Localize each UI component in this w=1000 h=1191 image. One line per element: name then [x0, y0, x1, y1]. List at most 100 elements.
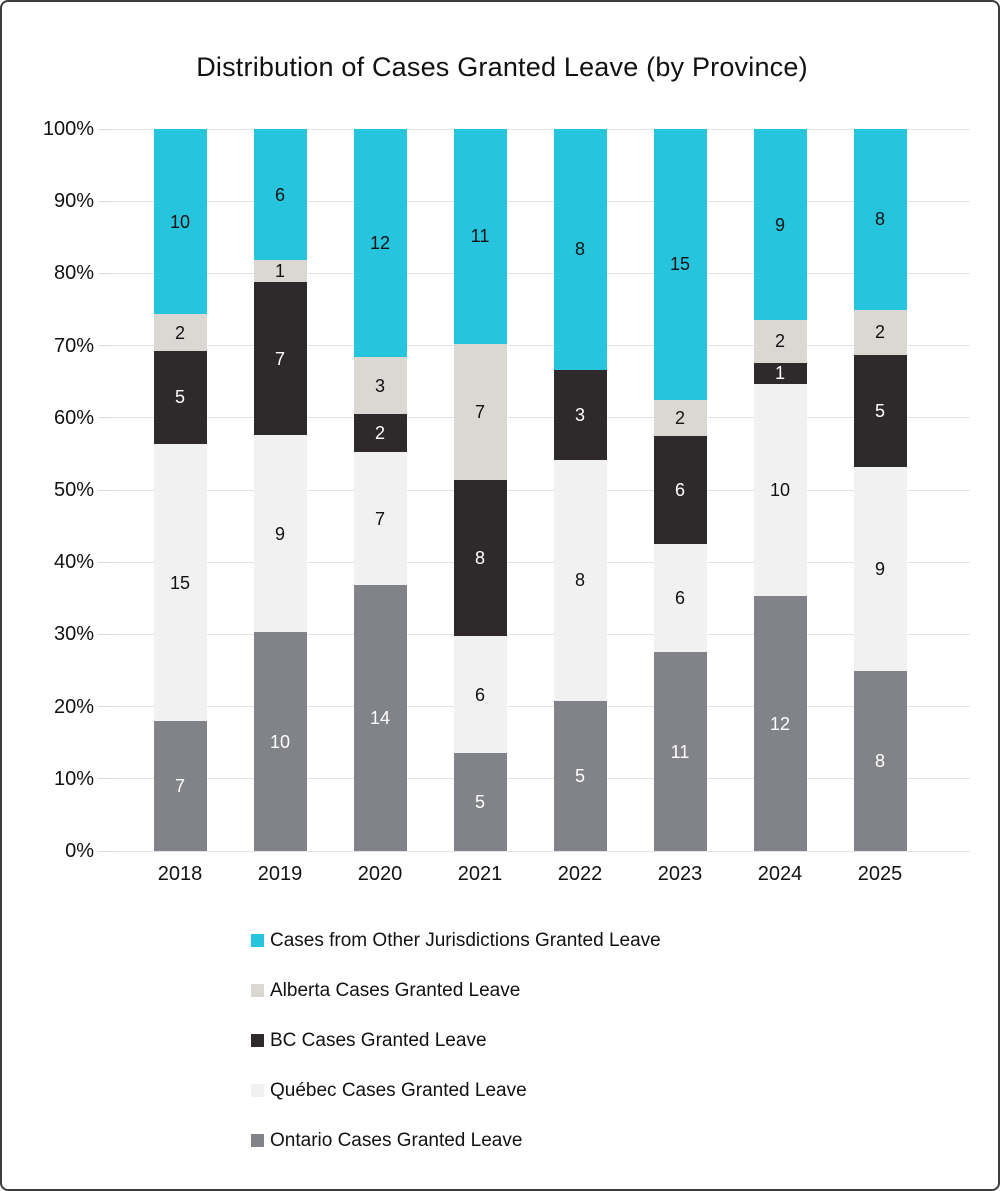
- segment-value-label: 7: [174, 776, 185, 797]
- segment-bc-2021: 8: [453, 480, 507, 637]
- legend-label-other-jurisdictions: Cases from Other Jurisdictions Granted L…: [270, 929, 661, 951]
- segment-ontario-2024: 12: [753, 596, 807, 851]
- x-axis-label-2024: 2024: [757, 863, 803, 885]
- segment-value-label: 7: [274, 348, 285, 369]
- y-tick-mark-30%: [98, 633, 115, 635]
- y-tick-mark-20%: [98, 706, 115, 708]
- segment-ontario-2025: 8: [853, 670, 907, 851]
- legend-item-ontario: Ontario Cases Granted Leave: [251, 1130, 661, 1151]
- segment-value-label: 15: [669, 254, 691, 275]
- segment-alberta-2020: 3: [353, 357, 407, 414]
- legend-label-bc: BC Cases Granted Leave: [270, 1029, 487, 1051]
- segment-ontario-2020: 14: [353, 585, 407, 851]
- y-tick-mark-90%: [98, 200, 115, 202]
- segment-value-label: 12: [369, 233, 391, 253]
- segment-value-label: 10: [269, 731, 291, 752]
- segment-value-label: 7: [474, 401, 485, 422]
- segment-other-jurisdictions-2023: 15: [653, 129, 707, 400]
- segment-value-label: 9: [874, 558, 885, 579]
- gridline-40%: [115, 561, 970, 563]
- segment-value-label: 7: [374, 508, 385, 529]
- y-tick-label-60%: 60%: [53, 406, 94, 429]
- y-tick-mark-70%: [98, 345, 115, 347]
- y-tick-label-80%: 80%: [53, 262, 94, 285]
- segment-value-label: 11: [470, 226, 490, 247]
- segment-ontario-2022: 5: [553, 700, 607, 851]
- bar-2023: 11 6 6 2 15: [653, 129, 707, 851]
- segment-other-jurisdictions-2021: 11: [453, 129, 507, 344]
- gridline-50%: [115, 489, 970, 491]
- segment-ontario-2023: 11: [653, 652, 707, 851]
- segment-value-label: 10: [769, 480, 791, 501]
- segment-alberta-2023: 2: [653, 399, 707, 436]
- bar-2022: 5 8 3 8: [553, 129, 607, 851]
- segment-value-label: 2: [174, 322, 185, 343]
- legend-swatch-bc: [251, 1034, 264, 1047]
- segment-value-label: 5: [474, 792, 485, 813]
- segment-quebec-2021: 6: [453, 636, 507, 754]
- segment-value-label: 9: [274, 523, 285, 544]
- segment-other-jurisdictions-2020: 12: [353, 129, 407, 357]
- segment-other-jurisdictions-2022: 8: [553, 129, 607, 370]
- segment-value-label: 8: [574, 239, 585, 260]
- x-axis-label-2019: 2019: [257, 863, 303, 885]
- segment-quebec-2024: 10: [753, 383, 807, 597]
- y-tick-label-50%: 50%: [53, 479, 94, 501]
- segment-quebec-2023: 6: [653, 544, 707, 653]
- bar-2019: 10 9 7 1 6: [253, 129, 307, 851]
- segment-bc-2020: 2: [353, 414, 407, 452]
- y-tick-mark-50%: [98, 489, 115, 491]
- segment-value-label: 3: [574, 404, 585, 425]
- segment-quebec-2025: 9: [853, 467, 907, 671]
- segment-value-label: 6: [474, 684, 485, 705]
- segment-value-label: 8: [874, 209, 885, 230]
- segment-bc-2025: 5: [853, 354, 907, 468]
- y-tick-label-20%: 20%: [53, 695, 94, 718]
- legend-label-quebec: Québec Cases Granted Leave: [270, 1079, 527, 1101]
- segment-value-label: 5: [174, 387, 185, 408]
- segment-value-label: 6: [674, 588, 685, 609]
- legend-item-alberta: Alberta Cases Granted Leave: [251, 980, 661, 1001]
- segment-value-label: 9: [774, 214, 785, 235]
- segment-value-label: 3: [374, 375, 385, 396]
- segment-bc-2024: 1: [753, 362, 807, 384]
- legend-swatch-ontario: [251, 1134, 264, 1147]
- segment-value-label: 12: [769, 713, 791, 734]
- segment-bc-2018: 5: [153, 351, 207, 444]
- x-axis-label-2018: 2018: [157, 863, 203, 885]
- segment-ontario-2021: 5: [453, 753, 507, 851]
- legend-swatch-other-jurisdictions: [251, 934, 264, 947]
- segment-quebec-2020: 7: [353, 452, 407, 585]
- segment-value-label: 5: [574, 765, 585, 786]
- segment-alberta-2018: 2: [153, 314, 207, 352]
- y-tick-label-40%: 40%: [53, 551, 94, 574]
- y-tick-label-70%: 70%: [53, 334, 94, 357]
- segment-value-label: 11: [670, 741, 690, 762]
- gridline-90%: [115, 200, 970, 202]
- x-axis-label-2020: 2020: [357, 863, 403, 885]
- gridline-80%: [115, 272, 970, 274]
- segment-other-jurisdictions-2018: 10: [153, 129, 207, 315]
- bar-2020: 14 7 2 3 12: [353, 129, 407, 851]
- y-tick-mark-0%: [98, 850, 115, 852]
- segment-value-label: 8: [474, 548, 485, 569]
- y-tick-label-0%: 0%: [65, 840, 94, 862]
- legend-label-ontario: Ontario Cases Granted Leave: [270, 1129, 523, 1151]
- legend-item-quebec: Québec Cases Granted Leave: [251, 1080, 661, 1101]
- segment-value-label: 10: [169, 211, 191, 232]
- legend: Cases from Other Jurisdictions Granted L…: [251, 930, 661, 1180]
- y-tick-mark-40%: [98, 561, 115, 563]
- segment-value-label: 8: [874, 750, 885, 771]
- y-tick-label-10%: 10%: [53, 767, 94, 790]
- y-tick-label-100%: 100%: [42, 118, 94, 140]
- segment-value-label: 14: [369, 708, 391, 728]
- segment-alberta-2019: 1: [253, 260, 307, 283]
- y-tick-mark-80%: [98, 272, 115, 274]
- bar-2021: 5 6 8 7 11: [453, 129, 507, 851]
- segment-alberta-2021: 7: [453, 343, 507, 481]
- segment-other-jurisdictions-2024: 9: [753, 129, 807, 321]
- legend-swatch-alberta: [251, 984, 264, 997]
- y-tick-mark-60%: [98, 417, 115, 419]
- gridline-60%: [115, 417, 970, 419]
